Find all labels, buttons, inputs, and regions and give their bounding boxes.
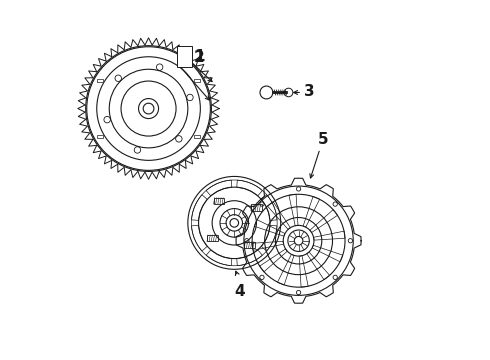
Text: 1: 1 bbox=[194, 49, 204, 64]
Polygon shape bbox=[78, 38, 220, 179]
Bar bbox=[245, 242, 255, 248]
Text: 5: 5 bbox=[318, 132, 329, 147]
Text: 3: 3 bbox=[304, 84, 315, 99]
FancyBboxPatch shape bbox=[97, 79, 103, 82]
Bar bbox=[214, 198, 224, 204]
Text: 2: 2 bbox=[194, 50, 205, 64]
Bar bbox=[251, 204, 262, 211]
Text: 4: 4 bbox=[234, 284, 245, 299]
FancyBboxPatch shape bbox=[194, 135, 200, 138]
Bar bbox=[207, 235, 218, 242]
FancyBboxPatch shape bbox=[194, 79, 200, 82]
FancyBboxPatch shape bbox=[177, 46, 192, 67]
FancyBboxPatch shape bbox=[97, 135, 103, 138]
